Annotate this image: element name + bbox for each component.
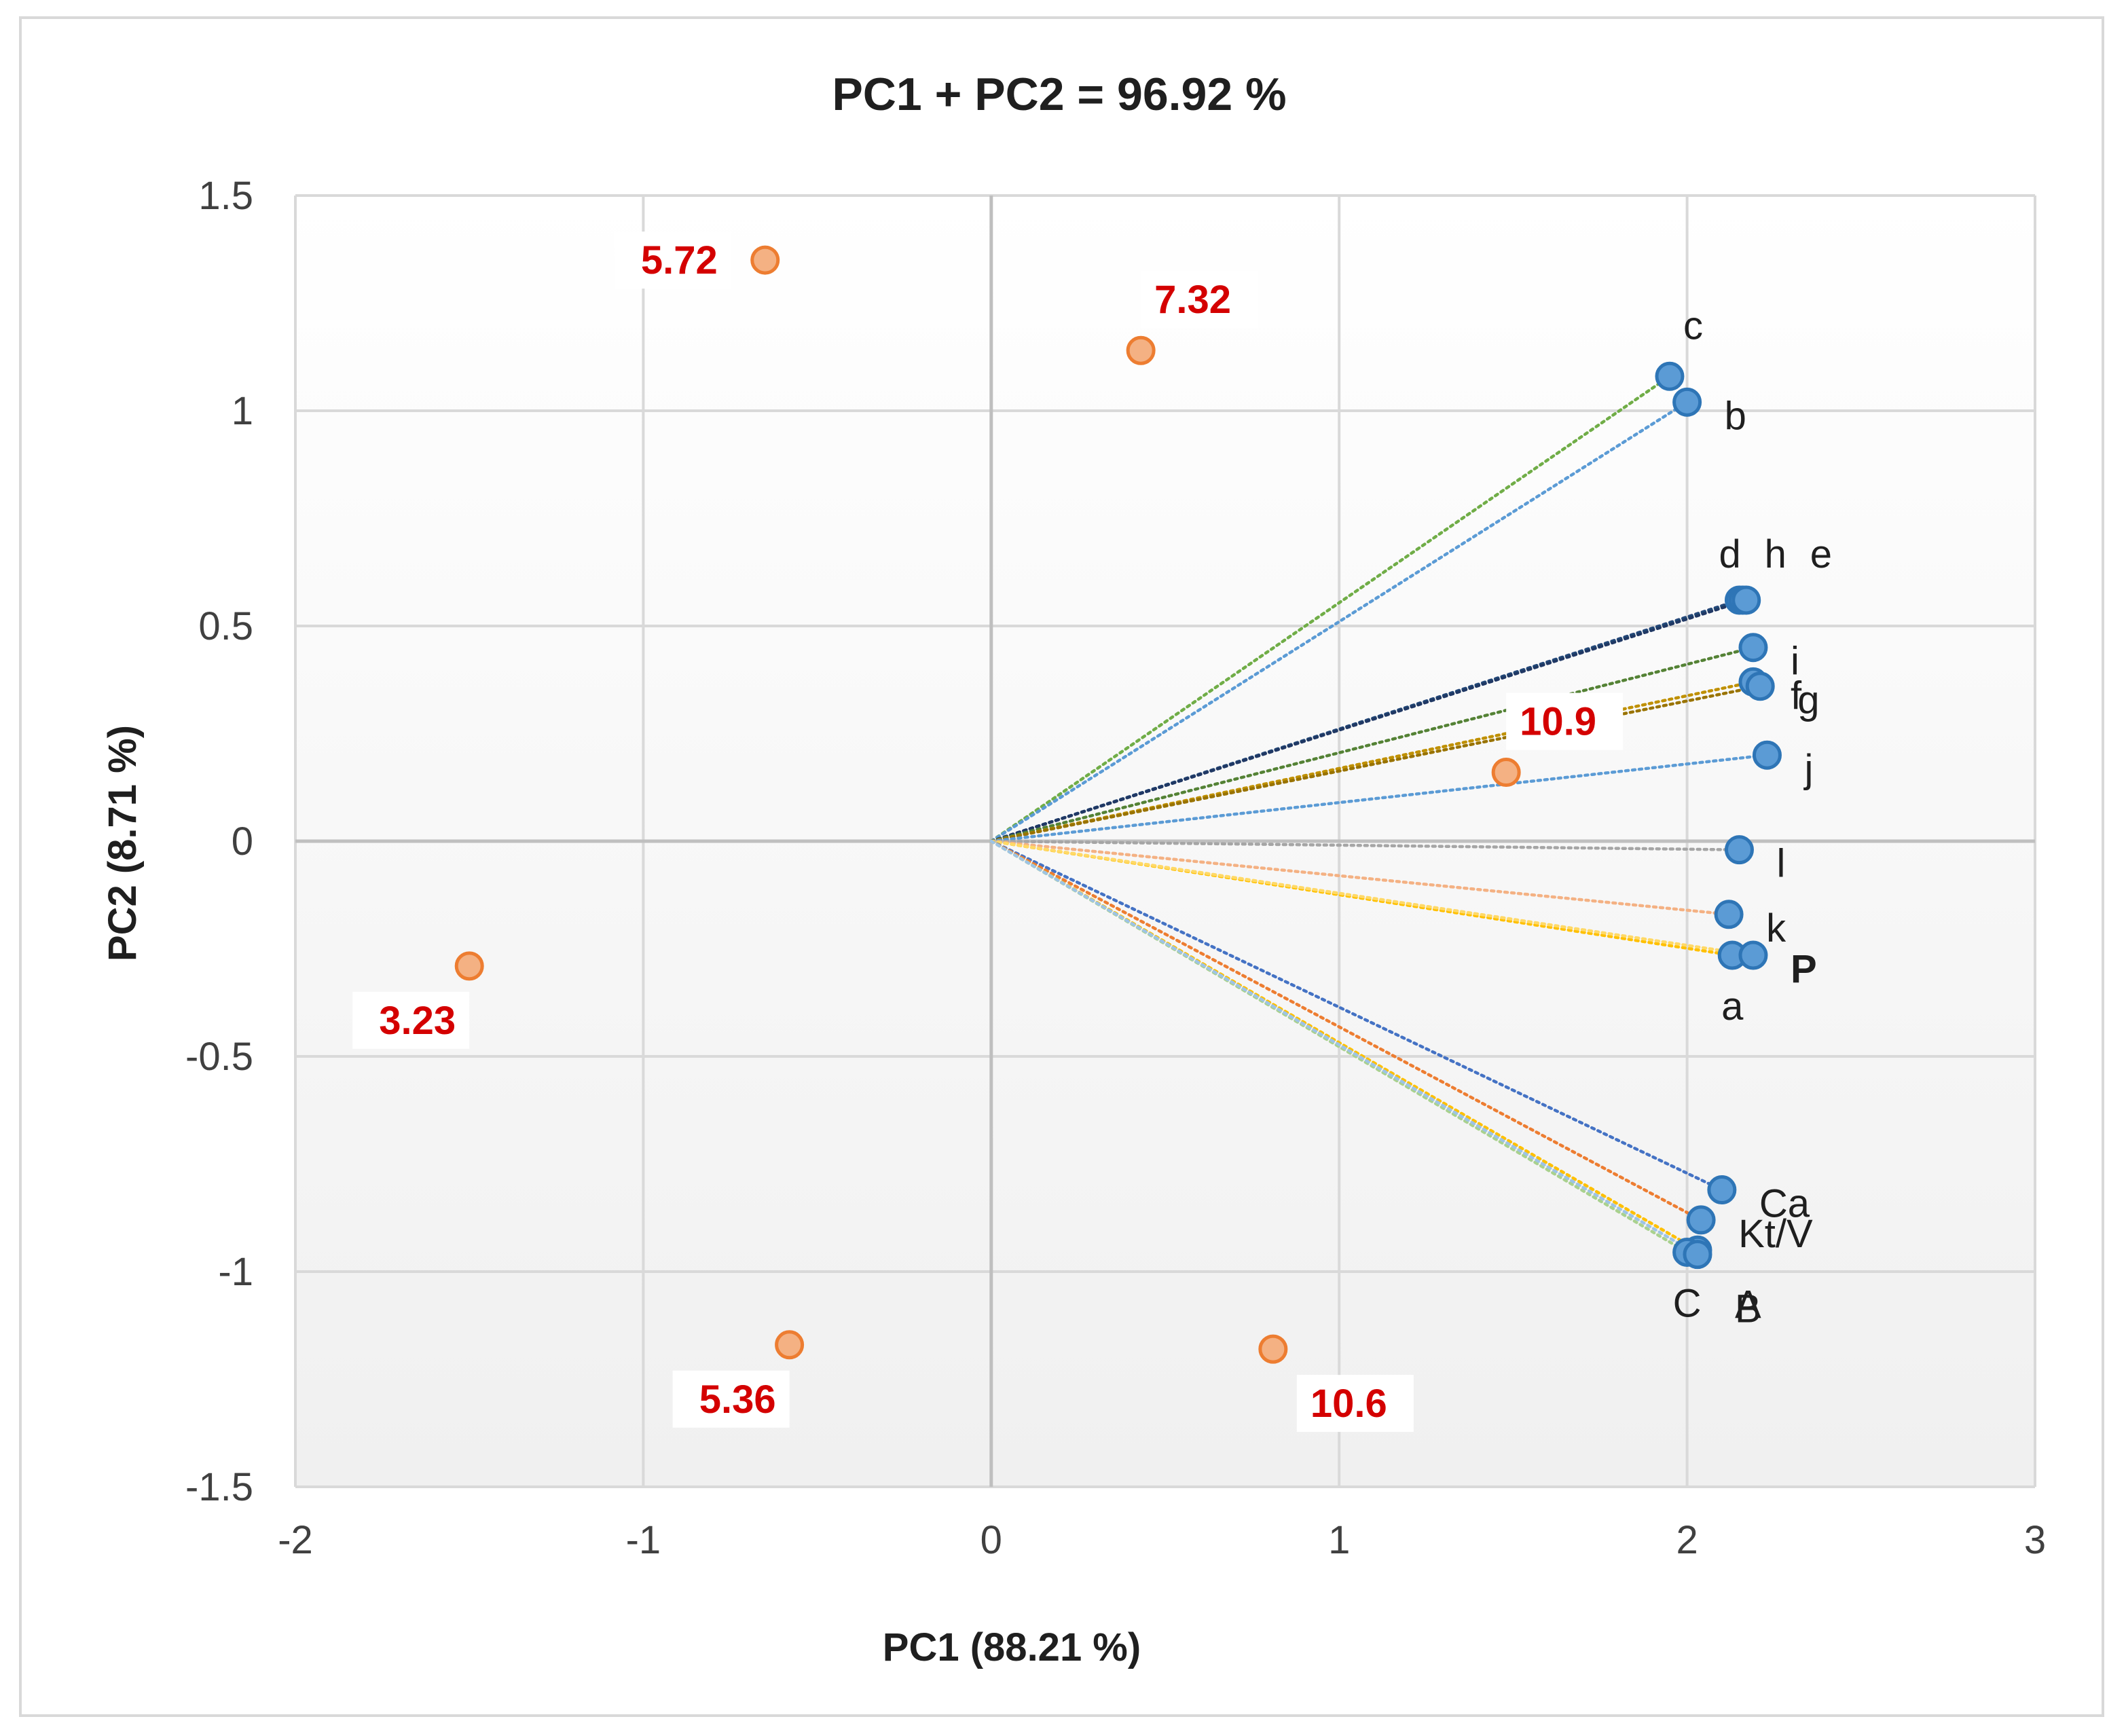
x-tick-label: -2 (278, 1518, 313, 1562)
variable-label-b: b (1725, 394, 1746, 438)
observation-label-box (672, 1370, 790, 1428)
loading-vector-c (989, 375, 1672, 843)
variable-label-ktv: Kt/V (1738, 1212, 1813, 1256)
tick-labels: -2 -1 0 1 2 3 -1.5 -1 -0.5 0 0.5 1 1.5 (185, 174, 2046, 1562)
variable-label-d: d (1719, 532, 1740, 576)
observation-point-109 (1491, 758, 1521, 788)
observation-label-536: 5.36 (699, 1378, 776, 1422)
variable-label-f: f (1791, 673, 1802, 718)
loading-vector-g (989, 684, 1762, 843)
observation-label-box (1506, 692, 1624, 750)
variable-label-l: l (1776, 842, 1785, 886)
y-tick-label: -1 (218, 1250, 253, 1294)
observation-label-323: 3.23 (379, 999, 456, 1043)
observation-label-732: 7.32 (1154, 278, 1231, 322)
variable-point-b (1683, 1240, 1712, 1270)
variable-point-ca (1707, 1175, 1737, 1205)
variable-label-a: A (1735, 1282, 1761, 1327)
observation-label-box (352, 991, 470, 1049)
x-axis-title: PC1 (88.21 %) (883, 1625, 1141, 1669)
x-tick-label: 1 (1328, 1518, 1350, 1562)
observation-label-box (614, 232, 731, 289)
y-tick-label: -0.5 (185, 1035, 253, 1079)
variable-label-g: g (1797, 678, 1819, 722)
markers (454, 245, 1782, 1364)
variable-point-i (1738, 633, 1768, 663)
y-tick-label: -1.5 (185, 1465, 253, 1509)
variable-point-b (1672, 387, 1702, 417)
variable-label-j: j (1803, 747, 1813, 791)
variable-point-c (1655, 361, 1685, 391)
variable-label-c: c (1683, 303, 1703, 348)
loading-vector-e (989, 598, 1748, 843)
loading-vector-ktv (989, 839, 1703, 1222)
y-tick-label: 1.5 (198, 174, 253, 218)
observation-point-732 (1126, 335, 1156, 365)
x-tick-label: -1 (626, 1518, 661, 1562)
variable-point-p (1738, 940, 1768, 970)
variable-point-l (1724, 835, 1754, 865)
observation-point-323 (454, 951, 484, 981)
loading-vector-b (989, 401, 1689, 843)
loading-vector-l (989, 839, 1741, 851)
y-tick-label: 0 (232, 819, 253, 864)
y-tick-label: 0.5 (198, 604, 253, 648)
variable-label-p: P (1791, 947, 1817, 991)
variable-label-b: B (1735, 1287, 1761, 1331)
variable-label-i: i (1791, 640, 1799, 684)
loading-vectors (989, 375, 1769, 1256)
loading-vector-j (989, 753, 1769, 843)
observation-point-536 (775, 1330, 805, 1360)
y-tick-label: 1 (232, 389, 253, 433)
observation-label-106: 10.6 (1311, 1382, 1387, 1426)
observation-label-109: 10.9 (1520, 700, 1596, 744)
x-tick-label: 3 (2024, 1518, 2046, 1562)
variable-label-e: e (1810, 532, 1832, 576)
loading-vector-p (989, 839, 1755, 957)
gridlines (294, 194, 2036, 1488)
variable-label-k: k (1766, 906, 1786, 950)
variable-point-g (1745, 671, 1775, 701)
chart-title: PC1 + PC2 = 96.92 % (832, 69, 1286, 120)
variable-point-e (1731, 585, 1761, 615)
observation-point-572 (750, 245, 780, 275)
variable-point-ktv (1686, 1205, 1716, 1235)
variable-label-c: C (1673, 1281, 1702, 1325)
x-tick-label: 2 (1676, 1518, 1698, 1562)
observation-point-106 (1258, 1334, 1288, 1364)
loading-vector-i (989, 646, 1755, 843)
variable-point-j (1752, 740, 1782, 770)
variable-label-ca: Ca (1759, 1182, 1810, 1226)
observation-label-box (1141, 271, 1258, 329)
variable-label-a: a (1721, 984, 1744, 1029)
observation-label-572: 5.72 (641, 238, 718, 282)
variable-label-h: h (1765, 532, 1786, 576)
observation-label-box (1296, 1375, 1414, 1433)
loading-vector-k (989, 839, 1731, 917)
loading-vector-ca (989, 839, 1724, 1192)
x-tick-label: 0 (980, 1518, 1002, 1562)
loading-vector-b (989, 839, 1700, 1256)
y-axis-title: PC2 (8.71 %) (100, 725, 145, 961)
variable-point-k (1714, 900, 1744, 929)
